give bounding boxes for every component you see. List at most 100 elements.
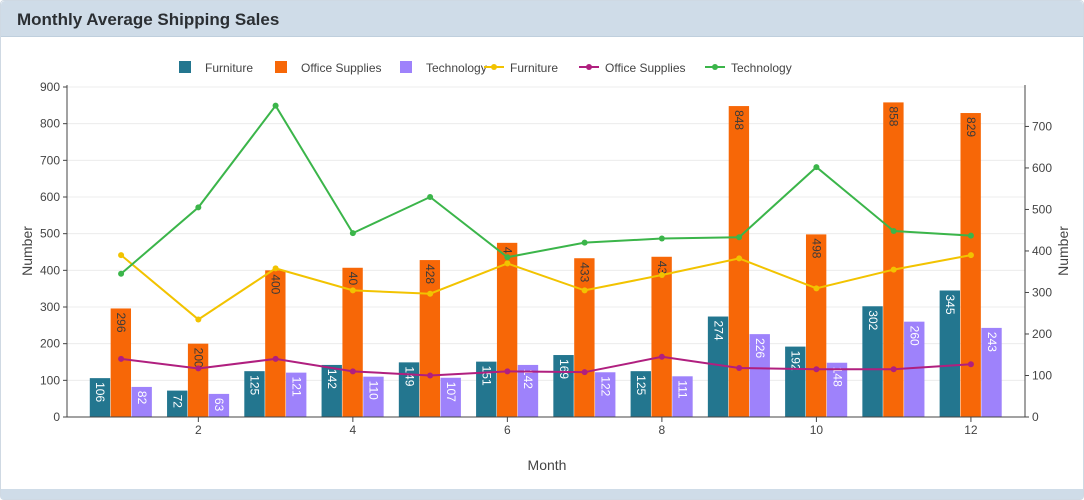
- bar-label: 169: [557, 359, 571, 379]
- point-technology: [349, 230, 356, 237]
- bar-label: 40: [346, 272, 360, 286]
- legend-swatch-bar-furniture[interactable]: [179, 61, 191, 73]
- legend-label-line-office-supplies[interactable]: Office Supplies: [605, 61, 686, 75]
- bar-technology: [904, 321, 925, 417]
- legend-label-bar-office-supplies[interactable]: Office Supplies: [301, 61, 382, 75]
- point-technology: [967, 232, 974, 239]
- bar-furniture: [89, 378, 111, 417]
- bar-label: 428: [423, 264, 437, 284]
- bar-furniture: [939, 290, 960, 417]
- point-furniture: [813, 285, 820, 292]
- legend-marker-line-furniture: [491, 64, 497, 70]
- axes: 0 100 200 300 400 500 600 700 800 900 0 100 200 300 40…: [40, 80, 1052, 437]
- y-left-tick-label: 200: [40, 337, 60, 351]
- bar-label: 125: [634, 375, 648, 395]
- bar-technology: [131, 386, 152, 417]
- bar-label: 243: [985, 332, 999, 352]
- bar-furniture: [321, 364, 342, 417]
- bar-office-supplies: [496, 242, 518, 417]
- point-technology: [504, 254, 511, 261]
- bar-technology: [826, 362, 848, 417]
- point-technology: [427, 194, 434, 200]
- y-right-tick-label: 600: [1032, 161, 1052, 175]
- bar-technology: [363, 376, 384, 417]
- y-left-tick-label: 300: [40, 300, 60, 314]
- y-left-tick-label: 600: [40, 190, 60, 204]
- lines: [118, 102, 974, 379]
- point-furniture: [736, 255, 743, 262]
- grid: [67, 86, 1025, 381]
- bar-label: 345: [943, 295, 957, 315]
- point-furniture: [195, 316, 202, 323]
- bar-label: 142: [325, 369, 339, 389]
- point-office-supplies: [813, 366, 820, 373]
- y-axis-right-title: Number: [1055, 226, 1071, 276]
- point-furniture: [658, 272, 665, 279]
- legend-swatch-bar-office-supplies[interactable]: [275, 61, 287, 73]
- point-office-supplies: [736, 365, 743, 372]
- y-right-tick-label: 400: [1032, 244, 1052, 258]
- bar-label: 848: [732, 110, 746, 130]
- bar-label: 125: [248, 375, 262, 395]
- legend-label-bar-furniture[interactable]: Furniture: [205, 61, 253, 75]
- line-technology: [120, 103, 971, 275]
- panel-header: Monthly Average Shipping Sales: [1, 1, 1083, 37]
- bar-label: 148: [830, 367, 844, 387]
- bar-label: 4: [500, 247, 514, 254]
- bar-office-supplies: [342, 267, 363, 417]
- bar-furniture: [707, 316, 729, 417]
- bar-label: 274: [711, 321, 725, 341]
- line-furniture: [120, 254, 972, 321]
- legend-label-bar-technology[interactable]: Technology: [426, 61, 487, 75]
- bar-office-supplies: [265, 270, 286, 417]
- point-office-supplies: [118, 355, 125, 362]
- point-furniture: [427, 290, 434, 297]
- bar-furniture: [167, 390, 188, 417]
- bar-label: 192: [789, 351, 803, 371]
- legend-label-line-furniture[interactable]: Furniture: [510, 61, 558, 75]
- point-furniture: [967, 252, 974, 259]
- bar-technology: [440, 377, 461, 417]
- legend-marker-line-technology: [712, 64, 718, 70]
- bar-office-supplies: [728, 106, 750, 418]
- bar-office-supplies: [883, 102, 904, 418]
- y-left-tick-label: 900: [40, 80, 60, 94]
- bar-technology: [981, 327, 1002, 417]
- y-right-tick-label: 0: [1032, 410, 1039, 424]
- bar-label: 121: [289, 377, 303, 397]
- bar-label: 151: [480, 366, 494, 386]
- bar-label: 433: [578, 262, 592, 282]
- point-office-supplies: [272, 355, 279, 362]
- point-technology: [118, 270, 125, 277]
- legend-marker-line-office-supplies: [586, 64, 592, 70]
- x-axis-title: Month: [528, 457, 567, 473]
- y-right-tick-label: 500: [1032, 202, 1052, 216]
- bar-technology: [286, 372, 307, 417]
- legend-label-line-technology[interactable]: Technology: [731, 61, 792, 75]
- bar-furniture: [476, 361, 497, 417]
- point-office-supplies: [967, 361, 974, 368]
- point-technology: [195, 204, 202, 211]
- point-technology: [890, 228, 897, 235]
- bar-technology: [208, 393, 230, 417]
- bar-label: 111: [676, 380, 690, 399]
- bar-furniture: [553, 355, 574, 417]
- y-left-tick-label: 100: [40, 373, 60, 387]
- panel-title: Monthly Average Shipping Sales: [17, 10, 280, 29]
- legend-swatch-bar-technology[interactable]: [400, 61, 412, 73]
- point-technology: [581, 239, 588, 246]
- bar-label: 858: [887, 106, 901, 126]
- bar-technology: [672, 376, 693, 417]
- bar-label: 63: [212, 398, 226, 412]
- bar-label: 122: [598, 376, 612, 396]
- bar-label: 110: [367, 381, 381, 400]
- y-left-tick-label: 700: [40, 153, 60, 167]
- point-furniture: [349, 287, 356, 294]
- point-furniture: [581, 287, 588, 294]
- x-tick-label: 10: [810, 423, 824, 437]
- bar-label: 107: [444, 382, 458, 402]
- legend[interactable]: Furniture Office Supplies Technology Furnit…: [179, 61, 792, 75]
- x-tick-label: 12: [964, 423, 978, 437]
- bar-label: 200: [191, 348, 205, 368]
- bar-label: 400: [269, 274, 283, 294]
